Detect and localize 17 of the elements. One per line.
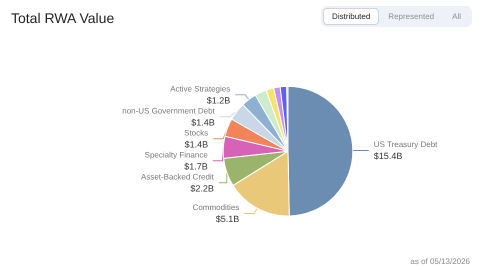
data-label: $1.4B (184, 139, 208, 150)
slice-label: Specialty Finance (144, 150, 208, 160)
slice-label: Commodities (192, 202, 240, 212)
chart-title: Total RWA Value (11, 10, 114, 26)
slice-label: Stocks (184, 128, 208, 138)
data-label: $2.2B (190, 183, 214, 194)
data-label: $15.4B (374, 150, 402, 161)
slice-label: US Treasury Debt (374, 140, 438, 149)
slice-label: Active Strategies (170, 84, 230, 94)
data-label: $1.4B (191, 117, 215, 128)
data-label: $1.2B (206, 95, 230, 106)
slice-label: Asset-Backed Credit (140, 172, 215, 182)
data-label: $1.7B (184, 161, 208, 172)
data-label: $5.1B (216, 214, 240, 224)
slice-label: non-US Government Debt (122, 106, 216, 116)
text: as of 05/13/2026 (410, 257, 470, 266)
tab-bar: Distributed Represented All (321, 6, 472, 27)
